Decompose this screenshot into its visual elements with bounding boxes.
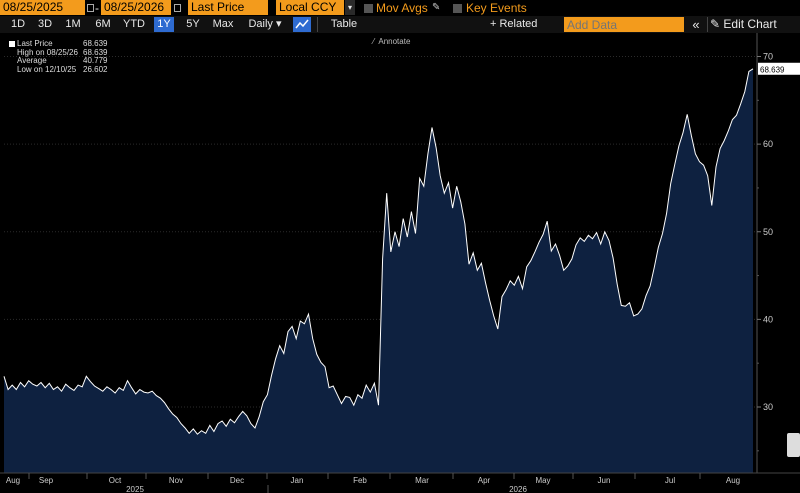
legend-high-value: 68.639 (83, 47, 108, 57)
x-month-label: May (535, 476, 550, 485)
toolbar-top: 08/25/2025 - 08/25/2026 Last Price Local… (0, 0, 800, 16)
edit-chart-pencil-icon: ✎ (710, 17, 721, 31)
x-year-label: 2025 (126, 485, 144, 493)
edit-chart-button[interactable]: ✎ Edit Chart (710, 17, 800, 32)
frequency-select[interactable]: Daily ▾ (242, 17, 288, 32)
toolbar-divider-2 (707, 17, 708, 32)
annotate-label: Annotate (378, 37, 411, 46)
last-value-box (758, 62, 800, 75)
x-month-label: Jul (665, 476, 675, 485)
legend-average-label: Average (17, 56, 47, 65)
start-calendar-icon[interactable] (87, 4, 94, 12)
frequency-dropdown-icon: ▾ (275, 18, 282, 30)
legend-last-price-label: Last Price (17, 39, 53, 48)
toolbar-divider (317, 17, 318, 32)
x-month-label: Mar (415, 476, 429, 485)
x-month-label: Aug (6, 476, 20, 485)
annotate-pencil-icon: ⁄ (373, 37, 375, 46)
period-tab-1d[interactable]: 1D (10, 18, 26, 30)
y-tick-label: 40 (763, 314, 773, 324)
x-month-label: Aug (726, 476, 740, 485)
price-area (4, 68, 753, 474)
side-panel-icon[interactable] (787, 433, 800, 457)
period-tab-max[interactable]: Max (212, 18, 234, 30)
legend-low-label: Low on 12/10/25 (17, 64, 77, 74)
legend-high-label: High on 08/25/26 (17, 47, 78, 57)
chart-type-line-icon[interactable] (293, 17, 311, 32)
period-tab-ytd[interactable]: YTD (123, 18, 145, 30)
y-tick-label: 30 (763, 402, 773, 412)
date-separator: - (95, 1, 99, 15)
end-calendar-icon[interactable] (174, 4, 181, 12)
x-month-label: Nov (169, 476, 183, 485)
x-month-label: Oct (109, 476, 122, 485)
key-events-label[interactable]: Key Events (466, 1, 527, 15)
key-events-checkbox[interactable] (453, 4, 462, 13)
x-month-label: Jun (598, 476, 611, 485)
x-month-label: Sep (39, 476, 54, 485)
x-month-label: Apr (478, 476, 491, 485)
x-month-label: Dec (230, 476, 244, 485)
mov-avgs-checkbox[interactable] (364, 4, 373, 13)
end-date-input[interactable]: 08/25/2026 (101, 0, 171, 15)
period-tab-5y[interactable]: 5Y (186, 18, 200, 30)
edit-chart-label: Edit Chart (723, 17, 777, 31)
legend-low-value: 26.602 (83, 64, 108, 74)
y-tick-label: 60 (763, 139, 773, 149)
legend-swatch (9, 41, 15, 47)
collapse-icon[interactable]: « (692, 17, 700, 32)
x-year-label: 2026 (509, 485, 527, 493)
period-tab-3d[interactable]: 3D (37, 18, 53, 30)
currency-dropdown-icon[interactable]: ▾ (345, 0, 355, 15)
y-tick-label: 50 (763, 227, 773, 237)
x-month-label: Feb (353, 476, 367, 485)
currency-select[interactable]: Local CCY (276, 0, 344, 15)
period-tab-6m[interactable]: 6M (95, 18, 111, 30)
x-month-label: Jan (291, 476, 304, 485)
price-chart[interactable]: 30 40 50 60 70 68.639 Aug Sep Oct Nov Dec Jan Feb Mar… (0, 33, 800, 493)
legend-average-value: 40.779 (83, 56, 108, 65)
legend-last-price-value: 68.639 (83, 39, 108, 48)
period-tab-1y[interactable]: 1Y (154, 17, 174, 32)
period-tab-1m[interactable]: 1M (65, 18, 81, 30)
mov-avgs-label[interactable]: Mov Avgs (376, 1, 428, 15)
price-line (3, 68, 754, 435)
table-button[interactable]: Table (330, 18, 358, 30)
last-value-label: 68.639 (760, 65, 785, 74)
add-data-input[interactable] (564, 17, 684, 32)
frequency-label: Daily (248, 18, 273, 30)
related-data-button[interactable]: + Related Data (490, 18, 538, 45)
y-tick-label: 70 (763, 52, 773, 62)
pencil-icon[interactable]: ✎ (432, 2, 441, 13)
annotate-button[interactable]: ⁄ Annotate (373, 37, 410, 46)
field-select[interactable]: Last Price (188, 0, 268, 15)
start-date-input[interactable]: 08/25/2025 (0, 0, 85, 15)
